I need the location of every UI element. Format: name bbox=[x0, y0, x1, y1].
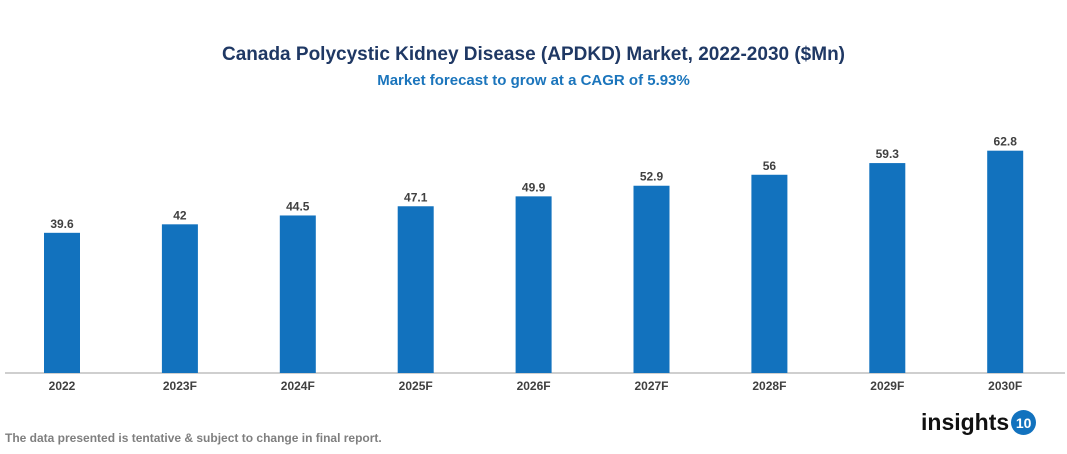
x-tick-label: 2028F bbox=[752, 379, 786, 393]
x-tick-label: 2026F bbox=[517, 379, 551, 393]
bar-2029F bbox=[869, 163, 906, 373]
bar-2027F bbox=[633, 185, 670, 373]
data-label: 59.3 bbox=[876, 147, 900, 161]
logo-text: insights bbox=[921, 409, 1010, 435]
data-label: 49.9 bbox=[522, 180, 546, 194]
x-tick-label: 2025F bbox=[399, 379, 433, 393]
data-label: 56 bbox=[763, 159, 777, 173]
data-label: 39.6 bbox=[50, 217, 74, 231]
bar-2028F bbox=[751, 174, 788, 373]
data-label: 42 bbox=[173, 208, 187, 222]
bar-2024F bbox=[279, 215, 316, 373]
x-tick-label: 2029F bbox=[870, 379, 904, 393]
x-tick-label: 2024F bbox=[281, 379, 315, 393]
bar-2022 bbox=[44, 232, 80, 373]
chart-subtitle: Market forecast to grow at a CAGR of 5.9… bbox=[377, 72, 690, 89]
logo-badge: 10 bbox=[1011, 410, 1037, 435]
x-tick-label: 2022 bbox=[49, 379, 76, 393]
bar-2025F bbox=[397, 206, 434, 373]
data-label: 47.1 bbox=[404, 190, 428, 204]
bar-2026F bbox=[515, 196, 552, 373]
bar-2030F bbox=[987, 150, 1024, 373]
data-label: 52.9 bbox=[640, 170, 664, 184]
x-tick-label: 2030F bbox=[988, 379, 1022, 393]
bar-2023F bbox=[161, 224, 198, 373]
x-tick-label: 2023F bbox=[163, 379, 197, 393]
data-label: 62.8 bbox=[994, 135, 1018, 149]
x-tick-label: 2027F bbox=[634, 379, 668, 393]
chart-title: Canada Polycystic Kidney Disease (APDKD)… bbox=[221, 44, 846, 65]
insights10-logo: insights 10 bbox=[921, 409, 1037, 436]
disclaimer-note: The data presented is tentative & subjec… bbox=[5, 431, 382, 445]
data-label: 44.5 bbox=[286, 199, 310, 213]
